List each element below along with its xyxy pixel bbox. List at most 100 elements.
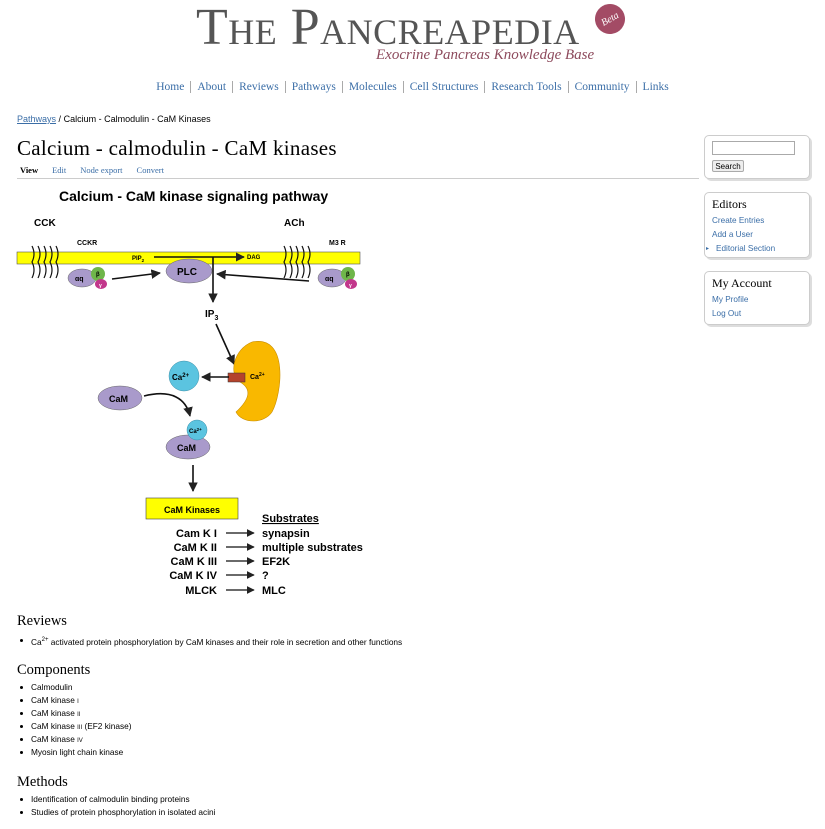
nav-links[interactable]: Links bbox=[635, 81, 675, 93]
list-item[interactable]: CaM kinase I bbox=[20, 694, 131, 707]
label-cam-kinases: CaM Kinases bbox=[164, 505, 220, 515]
m3r-receptor-icon bbox=[283, 245, 311, 279]
my-account-heading: My Account bbox=[712, 276, 772, 290]
nav-about[interactable]: About bbox=[190, 81, 233, 93]
label-er-ca: Ca2+ bbox=[250, 372, 265, 381]
cckr-receptor-icon bbox=[31, 245, 59, 279]
ip3-to-er-arrow bbox=[215, 323, 235, 365]
editors-block: Editors Create Entries Add a User ▸ Edito… bbox=[704, 192, 810, 258]
label-pip2: PIP2 bbox=[132, 256, 145, 263]
site-logo-title[interactable]: The Pancreapedia bbox=[196, 0, 580, 56]
label-aq-right: αq bbox=[325, 276, 334, 283]
gq-right-to-plc-arrow bbox=[216, 269, 310, 282]
ip3-receptor-channel bbox=[227, 372, 246, 383]
breadcrumb: Pathways / Calcium - Calmodulin - CaM Ki… bbox=[17, 114, 211, 124]
kinase-label: Cam K I bbox=[176, 528, 217, 540]
gq-left-to-plc-arrow bbox=[111, 269, 161, 280]
reviews-list: Ca2+ activated protein phosphorylation b… bbox=[20, 634, 402, 647]
plc-shape bbox=[165, 258, 213, 284]
breadcrumb-pathways-link[interactable]: Pathways bbox=[17, 114, 57, 124]
diagram-title: Calcium - CaM kinase signaling pathway bbox=[59, 188, 328, 204]
substrate-label: MLC bbox=[262, 585, 286, 597]
beta-badge: Beta bbox=[589, 0, 631, 40]
g-gamma-left bbox=[95, 279, 107, 289]
methods-heading: Methods bbox=[17, 774, 68, 790]
my-profile-link[interactable]: My Profile bbox=[712, 295, 749, 304]
kinase-label: CaM K III bbox=[171, 556, 217, 568]
tab-node-export[interactable]: Node export bbox=[80, 165, 123, 175]
breadcrumb-current: Calcium - Calmodulin - CaM Kinases bbox=[63, 114, 211, 124]
label-ip3: IP3 bbox=[205, 309, 218, 322]
list-item[interactable]: Ca2+ activated protein phosphorylation b… bbox=[20, 634, 402, 647]
label-cytosol-ca: Ca2+ bbox=[172, 373, 190, 382]
label-beta-left: β bbox=[96, 272, 100, 278]
label-ca-cam: CaM bbox=[177, 443, 196, 453]
label-beta-right: β bbox=[346, 272, 350, 278]
tab-edit[interactable]: Edit bbox=[52, 165, 67, 175]
methods-list: Identification of calmodulin binding pro… bbox=[20, 793, 216, 819]
label-cck: CCK bbox=[34, 218, 56, 229]
label-substrates-header: Substrates bbox=[262, 513, 319, 525]
kinase-label: CaM K II bbox=[174, 542, 217, 554]
collapsed-arrow-icon: ▸ bbox=[706, 246, 710, 252]
nav-reviews[interactable]: Reviews bbox=[232, 81, 285, 93]
list-item[interactable]: CaM kinase III (EF2 kinase) bbox=[20, 720, 131, 733]
pathway-diagram: Calcium - CaM kinase signaling pathway C… bbox=[16, 188, 363, 597]
label-plc: PLC bbox=[177, 267, 197, 278]
label-gamma-right: γ bbox=[349, 283, 352, 289]
breadcrumb-separator: / bbox=[58, 114, 62, 124]
components-list: Calmodulin CaM kinase I CaM kinase II Ca… bbox=[20, 681, 131, 759]
ca-cam-complex-shape bbox=[165, 434, 211, 460]
cam-kinases-box bbox=[145, 497, 239, 520]
substrate-label: synapsin bbox=[262, 528, 310, 540]
editors-heading: Editors bbox=[712, 197, 747, 211]
tab-view[interactable]: View bbox=[20, 165, 39, 175]
search-button[interactable]: Search bbox=[712, 160, 744, 172]
substrate-label: ? bbox=[262, 570, 269, 582]
search-block: Search bbox=[704, 135, 810, 179]
label-bound-ca: Ca2+ bbox=[189, 427, 202, 435]
label-ach: ACh bbox=[284, 218, 305, 229]
cam-binding-arrow bbox=[143, 392, 193, 417]
nav-research-tools[interactable]: Research Tools bbox=[484, 81, 568, 93]
my-account-block: My Account My Profile Log Out bbox=[704, 271, 810, 325]
tab-convert[interactable]: Convert bbox=[136, 165, 164, 175]
label-gamma-left: γ bbox=[99, 283, 102, 289]
bound-calcium-shape bbox=[186, 419, 208, 441]
search-input[interactable] bbox=[712, 141, 795, 155]
list-item[interactable]: Studies of protein phosphorylation in is… bbox=[20, 806, 216, 819]
main-nav: Home About Reviews Pathways Molecules Cell St… bbox=[0, 81, 825, 93]
nav-community[interactable]: Community bbox=[567, 81, 636, 93]
list-item[interactable]: CaM kinase IV bbox=[20, 733, 131, 746]
log-out-link[interactable]: Log Out bbox=[712, 309, 742, 318]
list-item[interactable]: Myosin light chain kinase bbox=[20, 746, 131, 759]
g-beta-left bbox=[91, 267, 105, 281]
kinase-label: MLCK bbox=[185, 585, 217, 597]
editorial-section-link[interactable]: ▸ Editorial Section bbox=[706, 244, 776, 253]
page-title: Calcium - calmodulin - CaM kinases bbox=[17, 136, 337, 160]
site-logo-subtitle: Exocrine Pancreas Knowledge Base bbox=[376, 47, 595, 63]
reviews-heading: Reviews bbox=[17, 613, 67, 629]
label-aq-left: αq bbox=[75, 276, 84, 283]
list-item[interactable]: CaM kinase II bbox=[20, 707, 131, 720]
calcium-ion-shape bbox=[168, 360, 200, 392]
list-item[interactable]: Calmodulin bbox=[20, 681, 131, 694]
nav-molecules[interactable]: Molecules bbox=[341, 81, 403, 93]
label-cckr: CCKR bbox=[77, 240, 97, 247]
node-tabs: View Edit Node export Convert bbox=[17, 165, 699, 179]
g-gamma-right bbox=[345, 279, 357, 289]
create-entries-link[interactable]: Create Entries bbox=[712, 216, 765, 225]
substrate-label: multiple substrates bbox=[262, 542, 363, 554]
label-cam: CaM bbox=[109, 394, 128, 404]
list-item[interactable]: Identification of calmodulin binding pro… bbox=[20, 793, 216, 806]
nav-home[interactable]: Home bbox=[156, 81, 185, 93]
nav-pathways[interactable]: Pathways bbox=[284, 81, 342, 93]
nav-cell-structures[interactable]: Cell Structures bbox=[402, 81, 485, 93]
components-heading: Components bbox=[17, 662, 91, 678]
label-m3r: M3 R bbox=[329, 240, 346, 247]
add-user-link[interactable]: Add a User bbox=[712, 230, 753, 239]
cam-shape bbox=[97, 385, 143, 411]
label-dag: DAG bbox=[247, 255, 261, 261]
substrate-label: EF2K bbox=[262, 556, 290, 568]
kinase-label: CaM K IV bbox=[169, 570, 217, 582]
